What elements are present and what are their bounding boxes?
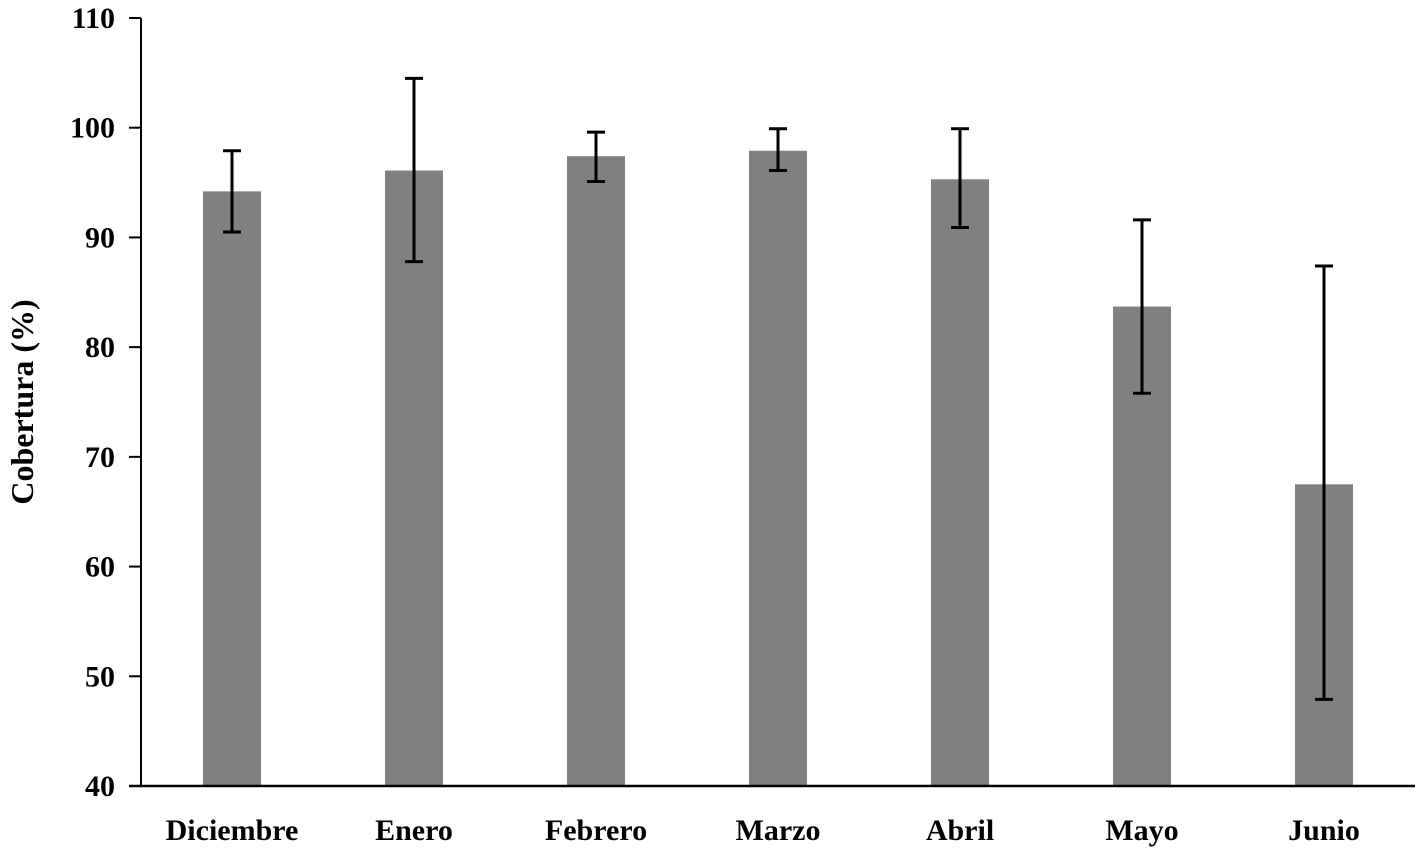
error-bar-junio bbox=[1315, 264, 1333, 701]
bar-marzo bbox=[749, 150, 807, 787]
bar-abril bbox=[931, 179, 989, 786]
bar-febrero bbox=[567, 156, 625, 787]
x-category-label: Abril bbox=[926, 814, 994, 847]
y-ticks-group: 40 50 60 70 80 90 100 110 bbox=[70, 2, 141, 803]
error-bar-mayo bbox=[1133, 218, 1151, 395]
y-tick-label: 90 bbox=[85, 221, 115, 254]
y-tick-label: 110 bbox=[72, 2, 115, 35]
y-axis-title: Cobertura (%) bbox=[4, 299, 40, 504]
error-bar-febrero bbox=[587, 130, 605, 183]
x-category-label: Enero bbox=[375, 814, 453, 847]
error-bar-diciembre bbox=[223, 149, 241, 234]
axes-group bbox=[129, 18, 1415, 788]
x-category-label: Diciembre bbox=[166, 814, 299, 847]
error-bars-group bbox=[223, 76, 1333, 701]
y-tick-label: 60 bbox=[85, 551, 115, 584]
y-tick-label: 100 bbox=[70, 112, 115, 145]
error-bar-enero bbox=[405, 76, 423, 264]
bars-group bbox=[203, 150, 1353, 787]
error-bar-marzo bbox=[769, 127, 787, 173]
y-tick-label: 70 bbox=[85, 441, 115, 474]
y-tick-label: 50 bbox=[85, 660, 115, 693]
y-tick-label: 80 bbox=[85, 331, 115, 364]
bar-diciembre bbox=[203, 191, 261, 786]
x-category-label: Marzo bbox=[736, 814, 821, 847]
x-category-label: Junio bbox=[1288, 814, 1360, 847]
y-tick-label: 40 bbox=[85, 770, 115, 803]
x-category-label: Febrero bbox=[545, 814, 647, 847]
x-labels-group: Diciembre Enero Febrero Marzo Abril Mayo Junio bbox=[166, 814, 1360, 847]
error-bar-abril bbox=[951, 127, 969, 230]
bar-enero bbox=[385, 170, 443, 786]
x-category-label: Mayo bbox=[1105, 814, 1178, 847]
